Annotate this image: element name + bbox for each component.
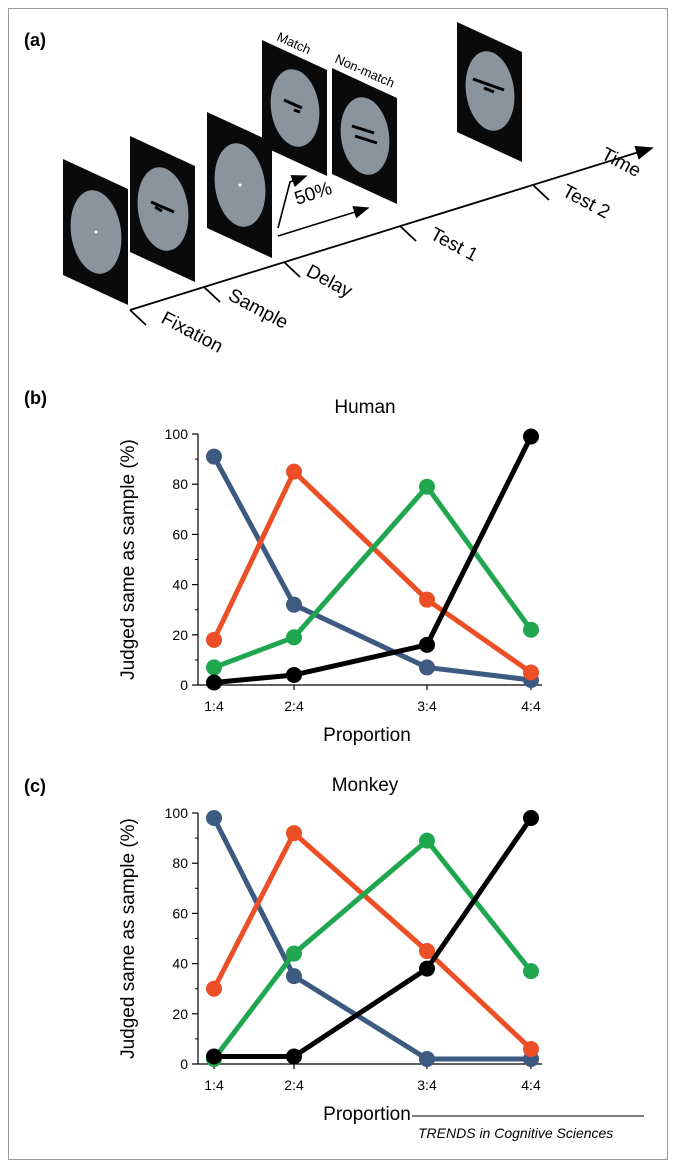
series-3-point-1 <box>286 666 302 683</box>
x-tick-label: 1:4 <box>204 698 224 714</box>
y-tick-label: 80 <box>172 855 188 871</box>
series-3-point-0 <box>206 1048 222 1065</box>
series-line-1 <box>211 469 533 675</box>
y-tick-label: 20 <box>172 1006 188 1022</box>
time-label: Time <box>598 144 645 182</box>
x-tick-label: 2:4 <box>284 1077 304 1093</box>
stage-delay-label: Delay <box>303 261 356 303</box>
series-2-point-3 <box>523 963 539 980</box>
stimulus-nonmatch <box>332 68 397 204</box>
series-0-point-0 <box>206 810 222 827</box>
stimulus-fixation <box>63 159 128 305</box>
stage-fixation-label: Fixation <box>158 308 227 358</box>
stimulus-sample <box>130 136 195 282</box>
branch-arrow-lower <box>277 206 370 237</box>
series-2-point-0 <box>206 659 222 676</box>
y-tick-label: 80 <box>172 476 188 492</box>
series-1-point-0 <box>206 631 222 648</box>
x-tick-label: 1:4 <box>204 1077 224 1093</box>
series-3-point-1 <box>286 1048 302 1065</box>
series-line-3 <box>213 435 534 685</box>
x-axis-label: Proportion <box>323 1104 411 1125</box>
series-1-point-3 <box>523 664 539 681</box>
tick-test1 <box>399 225 417 242</box>
series-3-point-3 <box>523 428 539 445</box>
series-2-point-1 <box>286 945 302 962</box>
time-axis <box>129 145 654 311</box>
y-tick-label: 0 <box>180 1056 188 1072</box>
stage-sample-label: Sample <box>225 285 292 334</box>
task-schematic: 50% Match Non-match Fixation Sample Dela… <box>63 22 654 358</box>
series-3-point-3 <box>523 810 539 827</box>
chart-title: Monkey <box>332 775 399 796</box>
series-0-point-2 <box>419 1050 435 1067</box>
stimulus-test2 <box>457 22 522 162</box>
y-axis-label: Judged same as sample (%) <box>118 439 139 680</box>
stimulus-delay <box>207 112 272 258</box>
tick-fixation <box>129 309 147 326</box>
chart-title: Human <box>334 397 395 418</box>
y-tick-label: 60 <box>172 905 188 921</box>
chart-human: Human 0 20 40 60 80 100 1:4 2:4 3:4 4:4 Proportion J… <box>118 397 542 746</box>
series-0-point-0 <box>206 448 222 465</box>
stimulus-match <box>262 40 327 176</box>
series-1-point-1 <box>286 825 302 842</box>
tick-delay <box>283 261 301 278</box>
series-2-point-1 <box>286 629 302 646</box>
y-tick-label: 60 <box>172 526 188 542</box>
series-3-point-2 <box>419 960 435 977</box>
chart-monkey: Monkey 0 20 40 60 80 100 1:4 2:4 3:4 4:4 Proportion… <box>118 775 542 1125</box>
y-tick-label: 100 <box>165 426 189 442</box>
series-1-point-1 <box>286 463 302 480</box>
series-line-0 <box>211 455 532 683</box>
panel-c-label: (c) <box>24 776 46 796</box>
y-tick-label: 40 <box>172 577 188 593</box>
y-tick-label: 40 <box>172 956 188 972</box>
tick-sample <box>203 286 221 303</box>
x-axis-label: Proportion <box>323 725 411 746</box>
series-0-point-1 <box>286 596 302 613</box>
series-1-point-2 <box>419 943 435 960</box>
y-tick-label: 20 <box>172 627 188 643</box>
series-line-1 <box>211 830 533 1051</box>
stage-test1-label: Test 1 <box>427 224 482 266</box>
credit-text: TRENDS in Cognitive Sciences <box>418 1125 613 1141</box>
panel-a-label: (a) <box>24 30 46 50</box>
x-tick-label: 3:4 <box>417 698 437 714</box>
probability-label: 50% <box>292 178 335 210</box>
x-tick-label: 2:4 <box>284 698 304 714</box>
series-2-point-2 <box>419 832 435 849</box>
series-3-point-0 <box>206 674 222 691</box>
series-0-point-1 <box>286 968 302 985</box>
series-line-2 <box>212 838 533 1061</box>
series-3-point-2 <box>419 636 435 653</box>
series-1-point-2 <box>419 591 435 608</box>
series-0-point-2 <box>419 659 435 676</box>
series-line-0 <box>211 816 531 1062</box>
y-tick-label: 100 <box>165 805 189 821</box>
series-1-point-0 <box>206 980 222 997</box>
panel-b-label: (b) <box>24 388 47 408</box>
y-axis-label: Judged same as sample (%) <box>118 818 139 1059</box>
series-2-point-3 <box>523 621 539 638</box>
x-tick-label: 3:4 <box>417 1077 437 1093</box>
tick-test2 <box>532 184 550 201</box>
series-1-point-3 <box>523 1040 539 1057</box>
y-tick-label: 0 <box>180 677 188 693</box>
series-line-2 <box>213 484 534 670</box>
series-2-point-2 <box>419 478 435 495</box>
stage-test2-label: Test 2 <box>559 181 614 223</box>
branch-arrow-upper <box>277 175 308 229</box>
figure-border <box>8 8 668 1160</box>
x-tick-label: 4:4 <box>521 1077 541 1093</box>
series-line-3 <box>214 816 534 1059</box>
x-tick-label: 4:4 <box>521 698 541 714</box>
